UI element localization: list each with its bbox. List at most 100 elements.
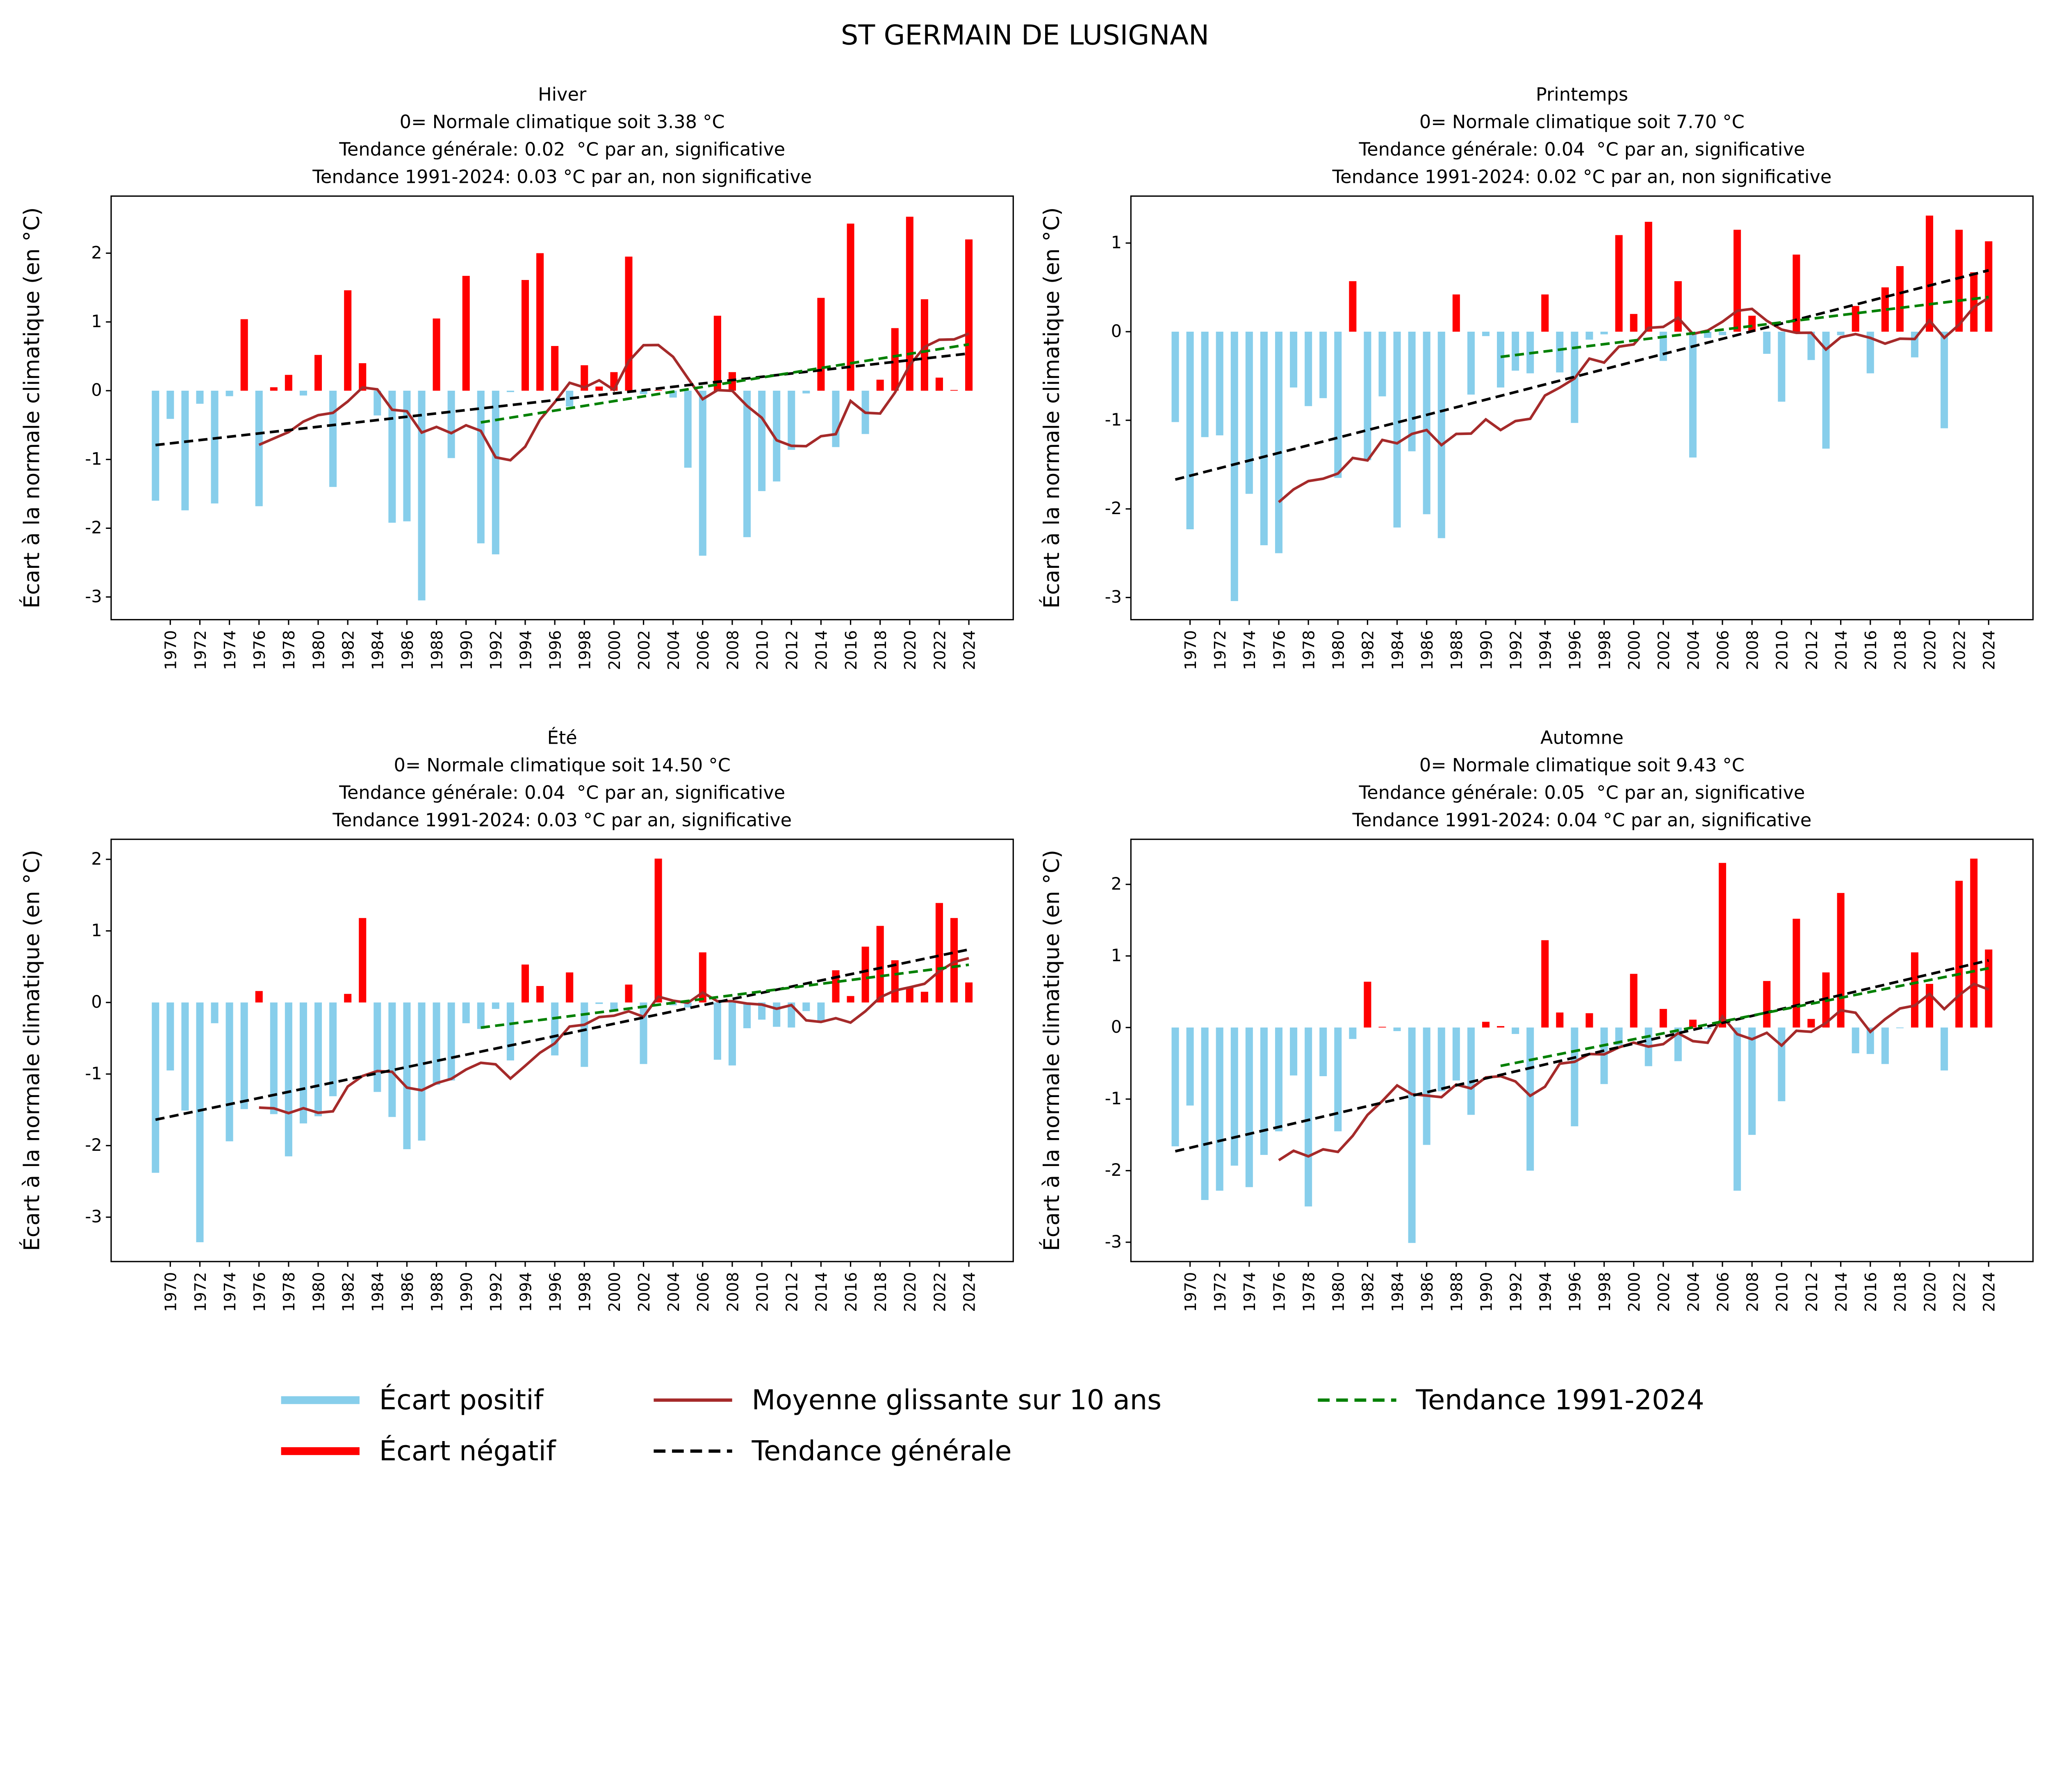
subplot-title-line: 0= Normale climatique soit 14.50 °C xyxy=(394,754,730,776)
x-tick-label: 2006 xyxy=(1714,630,1732,670)
bar-2011 xyxy=(1793,918,1800,1028)
x-tick-label: 1992 xyxy=(1507,1272,1525,1312)
bar-2002 xyxy=(640,390,647,394)
bar-1976 xyxy=(255,390,263,506)
bar-1977 xyxy=(270,387,278,391)
bar-1983 xyxy=(359,918,367,1003)
bar-1978 xyxy=(285,375,292,391)
bar-1990 xyxy=(1482,332,1490,336)
x-tick-label: 2024 xyxy=(960,630,979,670)
bar-1975 xyxy=(240,1002,248,1109)
x-tick-label: 1984 xyxy=(369,1272,387,1312)
y-tick-label: 0 xyxy=(1111,1017,1122,1037)
x-tick-label: 1994 xyxy=(517,1272,535,1312)
subplot-printemps: Printemps 0= Normale climatique soit 7.70… xyxy=(1039,84,2034,670)
bar-1978 xyxy=(1305,332,1312,406)
bar-1987 xyxy=(1437,332,1445,538)
bar-2017 xyxy=(861,947,869,1003)
bar-2016 xyxy=(847,996,854,1003)
y-tick-label: -3 xyxy=(85,587,102,606)
bar-1973 xyxy=(211,1002,219,1023)
bar-2020 xyxy=(906,216,913,391)
bar-2006 xyxy=(699,390,706,556)
x-tick-label: 2018 xyxy=(1891,1272,1910,1312)
bar-2021 xyxy=(920,299,928,391)
x-tick-label: 2004 xyxy=(665,1272,683,1312)
x-tick-label: 1972 xyxy=(191,1272,210,1312)
bar-2019 xyxy=(891,328,899,391)
x-tick-label: 1970 xyxy=(1182,630,1200,670)
bar-2006 xyxy=(699,952,706,1003)
bar-2009 xyxy=(743,1002,751,1029)
bar-1998 xyxy=(1600,1027,1608,1084)
bar-2024 xyxy=(1985,241,1993,332)
bar-2007 xyxy=(713,316,721,391)
x-tick-label: 2018 xyxy=(1891,630,1910,670)
legend-label: Moyenne glissante sur 10 ans xyxy=(752,1384,1162,1416)
bar-1982 xyxy=(344,994,352,1003)
bar-1998 xyxy=(1600,332,1608,335)
x-tick-label: 1998 xyxy=(576,630,594,670)
bar-1996 xyxy=(1571,1027,1578,1127)
bar-1984 xyxy=(374,390,381,416)
bar-2020 xyxy=(906,987,913,1003)
x-tick-label: 2000 xyxy=(606,1272,624,1312)
bar-2000 xyxy=(610,1002,618,1010)
bar-2014 xyxy=(817,1002,825,1021)
subplot-title-line: Automne xyxy=(1540,727,1624,748)
subplot-title-line: 0= Normale climatique soit 3.38 °C xyxy=(400,111,725,132)
bar-1994 xyxy=(1541,294,1549,332)
legend-label: Tendance 1991-2024 xyxy=(1415,1384,1704,1416)
bar-1986 xyxy=(1423,1027,1430,1145)
x-tick-label: 2012 xyxy=(1803,1272,1821,1312)
bar-1994 xyxy=(521,280,529,391)
x-tick-label: 1970 xyxy=(162,1272,180,1312)
bar-1971 xyxy=(181,390,189,510)
x-tick-label: 1992 xyxy=(487,1272,506,1312)
bar-1977 xyxy=(270,1002,278,1114)
subplot-title-line: Tendance 1991-2024: 0.03 °C par an, non … xyxy=(312,166,812,187)
bar-1998 xyxy=(581,1002,588,1067)
y-axis-label: Écart à la normale climatique (en °C) xyxy=(1039,850,1064,1251)
bar-1997 xyxy=(566,972,574,1003)
bar-1990 xyxy=(462,1002,470,1023)
bar-1984 xyxy=(1393,332,1401,528)
bar-1979 xyxy=(1319,332,1327,398)
bar-1984 xyxy=(374,1002,381,1092)
x-tick-label: 2004 xyxy=(1684,1272,1703,1312)
bar-1994 xyxy=(521,964,529,1003)
y-tick-label: -2 xyxy=(1105,1160,1122,1180)
x-tick-label: 2024 xyxy=(1980,1272,1999,1312)
x-tick-label: 2002 xyxy=(635,1272,654,1312)
x-tick-label: 2016 xyxy=(1862,1272,1880,1312)
bar-1994 xyxy=(1541,940,1549,1028)
bar-1971 xyxy=(1201,1027,1209,1200)
x-tick-label: 2022 xyxy=(1951,630,1969,670)
bar-1992 xyxy=(492,1002,499,1009)
bar-2018 xyxy=(1896,266,1904,332)
bar-1986 xyxy=(1423,332,1430,515)
x-tick-label: 1988 xyxy=(1448,630,1466,670)
bar-1990 xyxy=(462,276,470,391)
x-tick-label: 1970 xyxy=(162,630,180,670)
bar-1988 xyxy=(433,318,440,391)
bar-2009 xyxy=(1763,981,1771,1028)
x-tick-label: 1980 xyxy=(310,1272,328,1312)
bar-2009 xyxy=(1763,332,1771,354)
x-tick-label: 1972 xyxy=(1211,630,1230,670)
bar-2017 xyxy=(1881,287,1889,332)
subplot-title-line: Été xyxy=(547,726,577,748)
x-tick-label: 1978 xyxy=(1300,630,1318,670)
bar-1987 xyxy=(418,1002,426,1141)
x-tick-label: 2006 xyxy=(694,630,713,670)
bar-1969 xyxy=(1171,332,1179,422)
bar-2011 xyxy=(773,1002,781,1027)
bar-2014 xyxy=(1837,893,1845,1028)
bar-2008 xyxy=(1748,316,1756,332)
x-tick-label: 1988 xyxy=(1448,1272,1466,1312)
x-tick-label: 1986 xyxy=(1418,630,1437,670)
bar-1974 xyxy=(226,390,233,396)
bar-1982 xyxy=(1364,332,1371,460)
subplot-title-line: Printemps xyxy=(1536,84,1628,105)
x-tick-label: 1980 xyxy=(310,630,328,670)
